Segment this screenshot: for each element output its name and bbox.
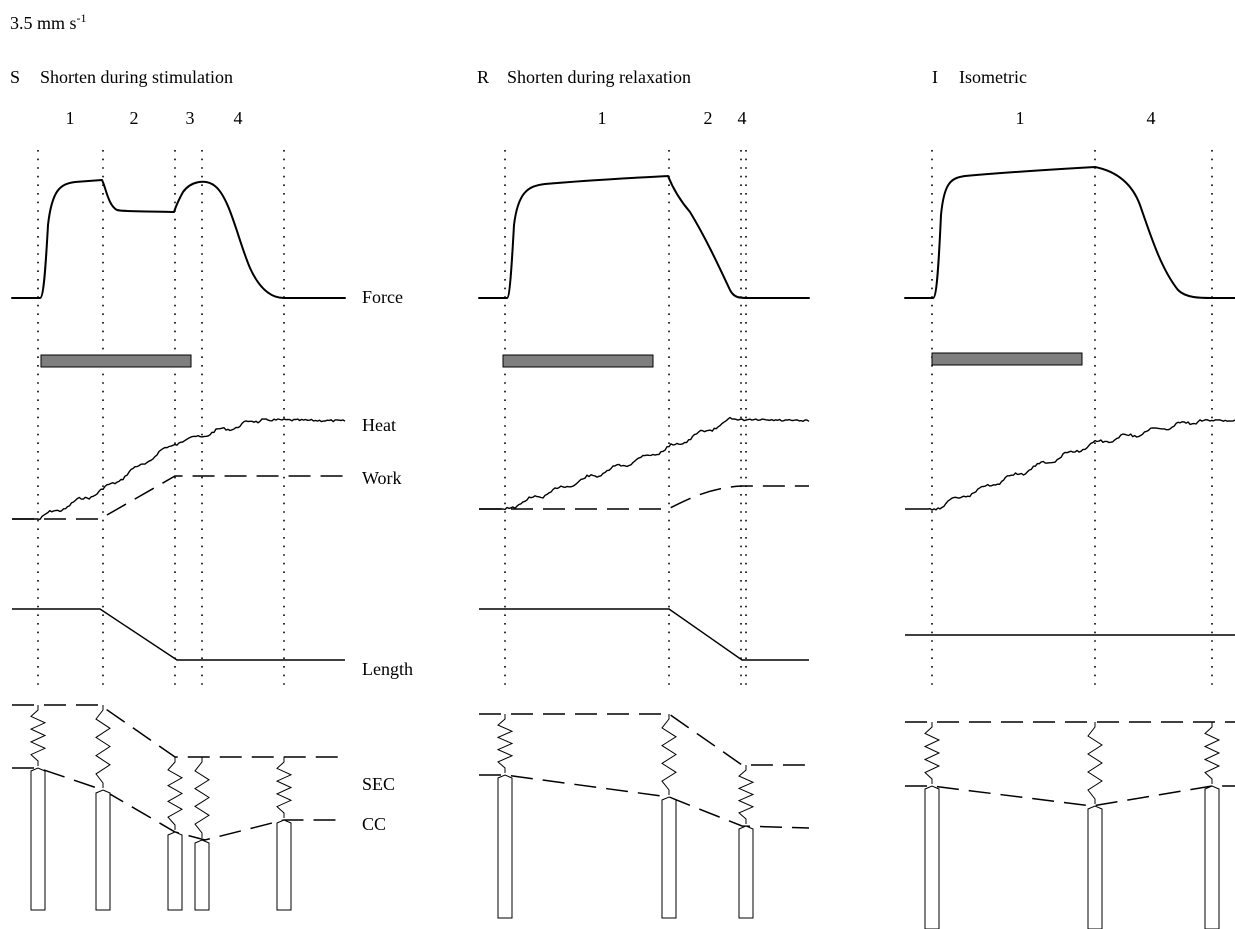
sec-spring-9 — [923, 722, 941, 784]
panel-i-title: Isometric — [959, 67, 1027, 87]
work-trace-s — [12, 475, 345, 520]
panel-s-letter: S — [10, 67, 20, 87]
work-trace-r — [479, 485, 809, 510]
length-trace-s — [12, 608, 345, 661]
speed-label: 3.5 mm s-1 — [10, 11, 87, 33]
sec-label: SEC — [362, 774, 395, 794]
heat-trace-r — [479, 416, 810, 511]
stimulus-bar-s — [40, 354, 192, 368]
cc-element-10 — [1087, 805, 1103, 929]
sec-spring-5 — [275, 757, 293, 818]
sec-top-line-s — [12, 704, 345, 758]
heat-label: Heat — [362, 415, 396, 435]
force-trace-r — [478, 175, 810, 299]
cc-element-4 — [194, 839, 210, 911]
sec-spring-11 — [1203, 722, 1221, 784]
cc-element-2 — [95, 789, 111, 911]
sec-cc-model — [12, 704, 1235, 929]
length-trace-r — [479, 608, 809, 661]
sec-top-line-r — [479, 713, 809, 766]
phase-label-s-3: 3 — [186, 108, 195, 128]
phase-label-r-1: 1 — [598, 108, 607, 128]
speed-exponent: -1 — [77, 11, 87, 25]
phase-label-s-1: 1 — [66, 108, 75, 128]
cc-top-line-r — [479, 774, 810, 829]
sec-spring-2 — [95, 705, 111, 788]
sec-spring-7 — [661, 714, 677, 795]
speed-value: 3.5 mm s — [10, 13, 77, 33]
force-label: Force — [362, 287, 403, 307]
cc-element-6 — [497, 774, 513, 919]
stimulus-bar-i — [931, 352, 1083, 366]
phase-label-s-4: 4 — [234, 108, 243, 128]
force-trace-s — [11, 179, 346, 299]
stimulus-bar-r — [502, 354, 654, 368]
panel-i-letter: I — [932, 67, 938, 87]
cc-element-1 — [30, 767, 46, 911]
phase-label-i-1: 1 — [1016, 108, 1025, 128]
sec-spring-6 — [496, 714, 514, 773]
cc-element-5 — [276, 819, 292, 911]
cc-element-7 — [661, 796, 677, 919]
heat-trace-i — [905, 419, 1235, 511]
phase-label-r-4: 4 — [738, 108, 747, 128]
sec-spring-4 — [194, 757, 210, 838]
panel-s-title: Shorten during stimulation — [40, 67, 233, 87]
phase-label-i-4: 4 — [1147, 108, 1156, 128]
sec-spring-3 — [166, 757, 184, 830]
cc-element-11 — [1204, 785, 1220, 929]
cc-element-8 — [738, 825, 754, 919]
cc-top-line-s — [12, 767, 345, 841]
work-label: Work — [362, 468, 402, 488]
panel-r-letter: R — [477, 67, 489, 87]
sec-spring-8 — [737, 765, 755, 824]
sec-spring-1 — [29, 705, 47, 766]
cc-element-3 — [167, 831, 183, 911]
cc-label: CC — [362, 814, 386, 834]
phase-label-s-2: 2 — [130, 108, 139, 128]
heat-trace-s — [12, 418, 346, 521]
force-trace-i — [904, 166, 1235, 299]
cc-top-line-i — [905, 785, 1235, 807]
cc-element-9 — [924, 785, 940, 929]
phase-label-r-2: 2 — [704, 108, 713, 128]
sec-spring-10 — [1087, 722, 1103, 804]
panel-r-title: Shorten during relaxation — [507, 67, 691, 87]
length-label: Length — [362, 659, 413, 679]
